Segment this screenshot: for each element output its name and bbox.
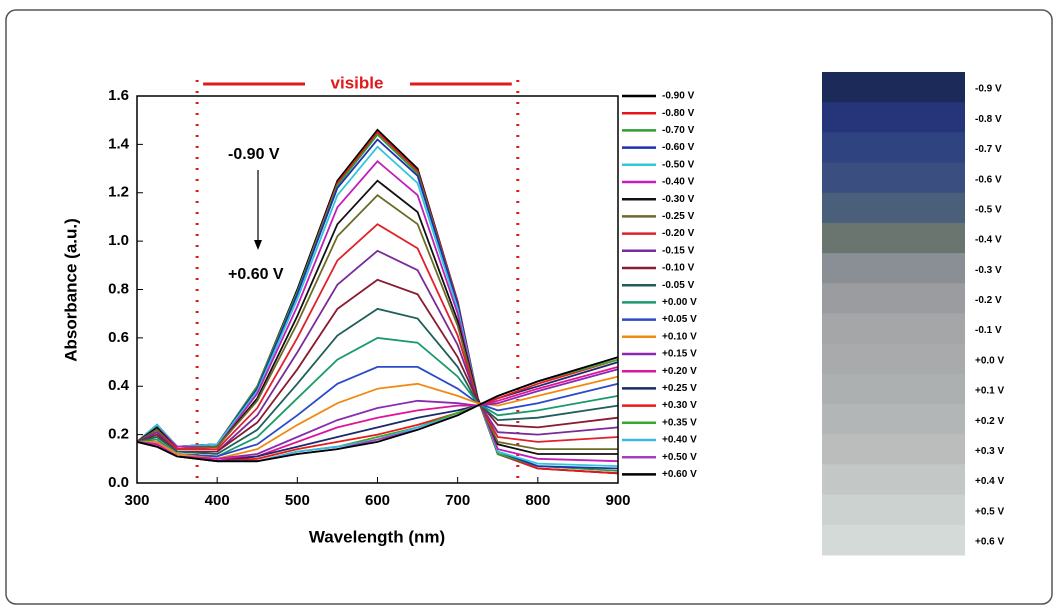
film-label: +0.0 V bbox=[975, 355, 1005, 366]
film-swatch bbox=[822, 313, 965, 345]
data-line bbox=[136, 356, 619, 463]
film-label: -0.8 V bbox=[975, 114, 1002, 125]
x-tick-label: 700 bbox=[445, 492, 470, 509]
x-tick-label: 600 bbox=[365, 492, 390, 509]
film-swatch bbox=[822, 524, 965, 556]
legend-label: -0.80 V bbox=[662, 108, 695, 119]
y-tick-label: 0.4 bbox=[108, 377, 130, 394]
y-tick-label: 1.2 bbox=[108, 184, 129, 201]
legend-label: +0.50 V bbox=[662, 452, 697, 463]
legend-label: -0.70 V bbox=[662, 125, 695, 136]
film-swatch bbox=[822, 222, 965, 254]
film-swatch bbox=[822, 283, 965, 314]
data-line bbox=[136, 307, 619, 455]
legend-label: -0.15 V bbox=[662, 245, 695, 256]
legend-label: -0.40 V bbox=[662, 177, 695, 188]
x-tick-label: 300 bbox=[124, 492, 149, 509]
film-label: +0.1 V bbox=[975, 386, 1005, 397]
legend-label: +0.15 V bbox=[662, 349, 697, 360]
legend-label: +0.20 V bbox=[662, 366, 697, 377]
range-label: visible bbox=[331, 73, 384, 92]
y-tick-label: 1.0 bbox=[108, 232, 129, 249]
legend-label: -0.30 V bbox=[662, 194, 695, 205]
data-line bbox=[137, 375, 619, 460]
plot-frame bbox=[136, 95, 619, 484]
y-tick-label: 0.0 bbox=[108, 474, 129, 491]
film-swatch bbox=[822, 404, 965, 435]
y-tick-label: 1.6 bbox=[108, 87, 129, 104]
annotation: +0.60 V bbox=[228, 266, 284, 283]
film-swatch bbox=[822, 373, 965, 405]
film-label: -0.3 V bbox=[975, 265, 1002, 276]
data-line bbox=[136, 223, 619, 450]
film-swatch bbox=[822, 162, 965, 194]
film-label: -0.7 V bbox=[975, 144, 1002, 155]
film-label: +0.4 V bbox=[975, 476, 1005, 487]
film-swatch bbox=[822, 102, 965, 133]
film-label: +0.2 V bbox=[975, 416, 1005, 427]
film-label: -0.5 V bbox=[975, 204, 1002, 215]
x-axis-title: Wavelength (nm) bbox=[309, 527, 445, 546]
y-tick-label: 0.6 bbox=[108, 329, 129, 346]
film-swatch bbox=[822, 434, 965, 465]
y-axis-title: Absorbance (a.u.) bbox=[61, 218, 80, 362]
film-swatch bbox=[822, 192, 965, 224]
film-swatch bbox=[822, 72, 965, 103]
legend-label: +0.35 V bbox=[662, 417, 697, 428]
arrow-head bbox=[254, 240, 262, 250]
film-label: +0.5 V bbox=[975, 506, 1005, 517]
y-tick-label: 1.4 bbox=[108, 135, 130, 152]
legend-label: -0.05 V bbox=[662, 280, 695, 291]
legend-label: -0.10 V bbox=[662, 263, 695, 274]
legend-label: +0.30 V bbox=[662, 400, 697, 411]
x-tick-label: 900 bbox=[605, 492, 630, 509]
film-label: -0.6 V bbox=[975, 174, 1002, 185]
annotation: -0.90 V bbox=[228, 146, 280, 163]
x-tick-label: 400 bbox=[205, 492, 230, 509]
x-tick-label: 800 bbox=[525, 492, 550, 509]
film-label: +0.6 V bbox=[975, 537, 1005, 548]
film-label: -0.1 V bbox=[975, 325, 1002, 336]
film-label: -0.2 V bbox=[975, 295, 1002, 306]
legend-label: +0.05 V bbox=[662, 314, 697, 325]
legend-label: +0.10 V bbox=[662, 331, 697, 342]
legend-label: -0.60 V bbox=[662, 142, 695, 153]
film-label: -0.9 V bbox=[975, 84, 1002, 95]
legend-label: -0.50 V bbox=[662, 159, 695, 170]
legend-label: +0.00 V bbox=[662, 297, 697, 308]
legend-label: -0.20 V bbox=[662, 228, 695, 239]
y-tick-label: 0.2 bbox=[108, 426, 129, 443]
film-label: -0.4 V bbox=[975, 235, 1002, 246]
film-swatch bbox=[822, 343, 965, 375]
legend-label: +0.60 V bbox=[662, 469, 697, 480]
film-swatch bbox=[822, 494, 965, 526]
legend-label: +0.40 V bbox=[662, 435, 697, 446]
film-swatch bbox=[822, 464, 965, 496]
film-label: +0.3 V bbox=[975, 446, 1005, 457]
y-tick-label: 0.8 bbox=[108, 280, 129, 297]
legend-label: -0.90 V bbox=[662, 91, 695, 102]
x-tick-label: 500 bbox=[285, 492, 310, 509]
film-swatch bbox=[822, 132, 965, 164]
film-swatch bbox=[822, 253, 965, 284]
legend-label: +0.25 V bbox=[662, 383, 697, 394]
data-line bbox=[136, 160, 619, 463]
legend-label: -0.25 V bbox=[662, 211, 695, 222]
